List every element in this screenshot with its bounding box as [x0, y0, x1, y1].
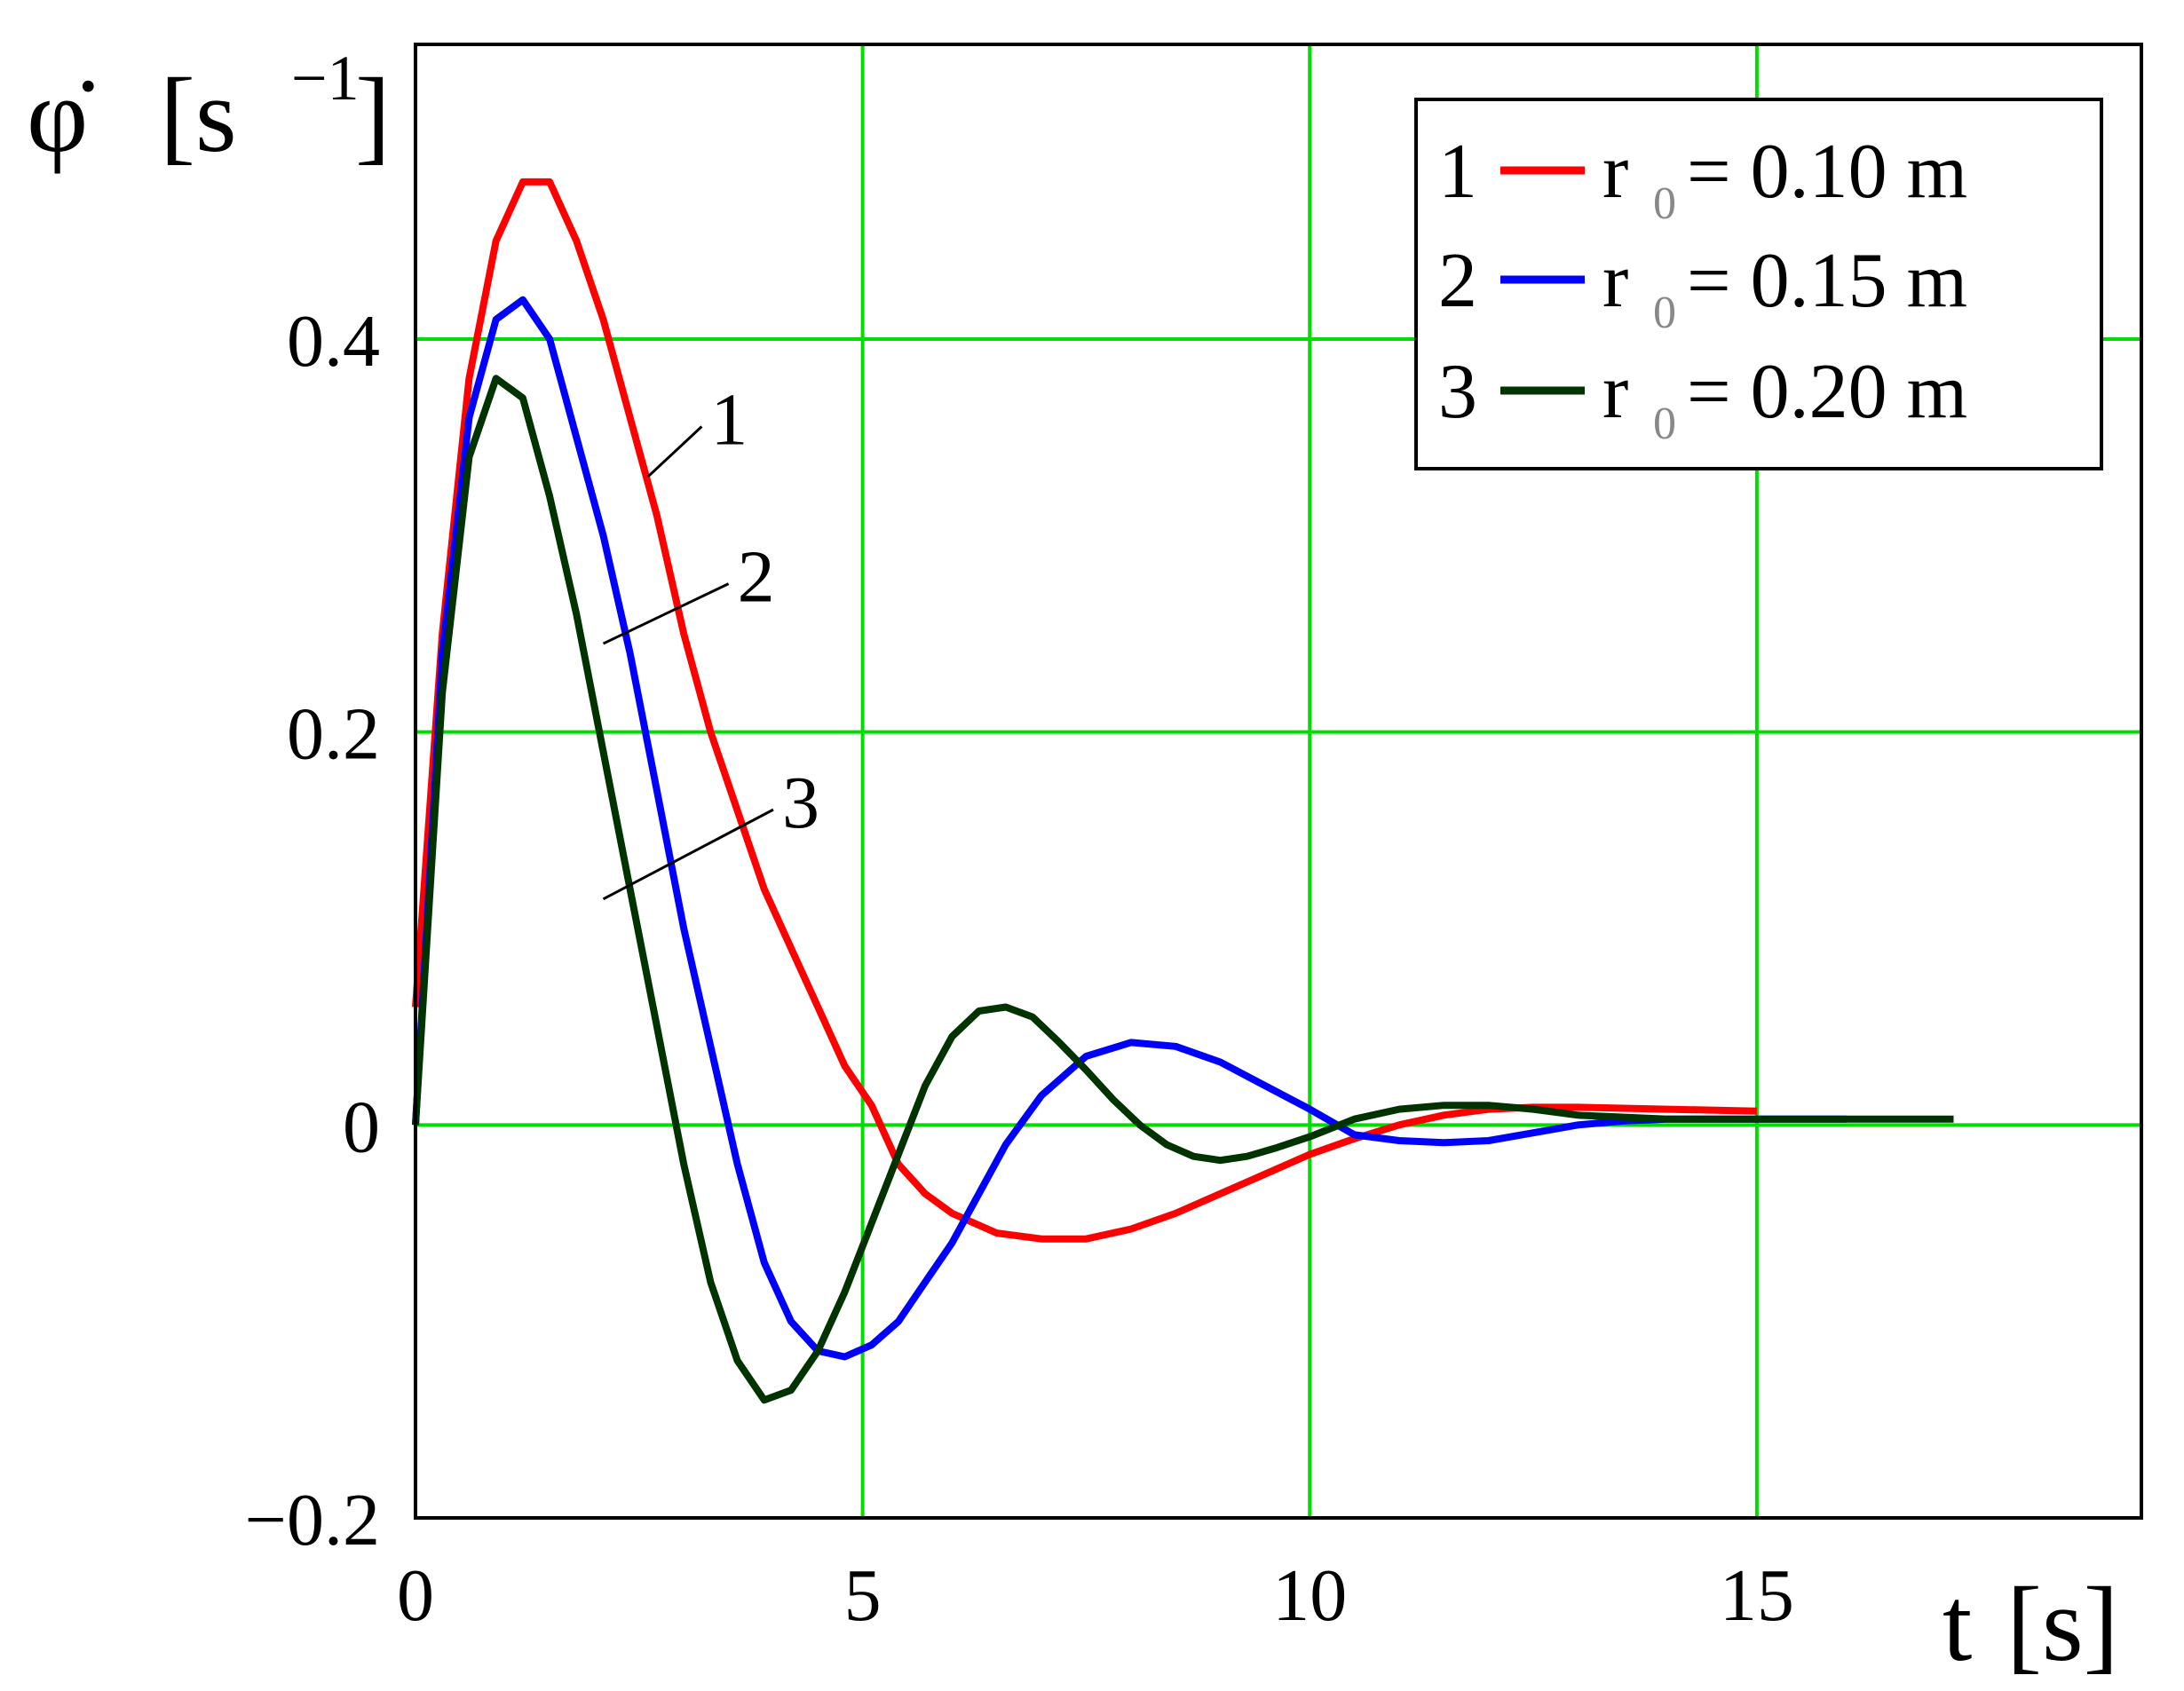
legend-entry-1: 1 r 0 = 0.10 m [1438, 129, 1967, 229]
y-tick-label: 0.2 [287, 693, 380, 776]
legend-value: = 0.20 m [1687, 349, 1967, 435]
y-axis-label: φ̇ [s −1 ] [27, 43, 391, 174]
annotation-label-2: 2 [738, 536, 775, 619]
annotation-leader-2 [602, 582, 730, 645]
y-tick-label: 0.4 [287, 300, 380, 383]
legend-sub: 0 [1653, 178, 1676, 229]
x-axis-label: t [s] [1943, 1565, 2119, 1683]
legend-index: 3 [1438, 349, 1477, 435]
legend-entry-2: 2 r 0 = 0.15 m [1438, 238, 1967, 338]
plot-frame [414, 43, 2143, 1520]
legend-sub: 0 [1653, 399, 1676, 449]
y-tick-label: −0.2 [245, 1479, 380, 1561]
legend-entry-3: 3 r 0 = 0.20 m [1438, 349, 1967, 449]
legend-sub: 0 [1653, 288, 1676, 338]
annotation-leader-1 [646, 425, 703, 478]
x-axis-unit: [s] [2006, 1565, 2119, 1683]
annotation-leader-3 [602, 808, 774, 901]
y-axis-symbol: φ̇ [27, 56, 94, 174]
x-tick-label: 5 [844, 1554, 882, 1637]
y-axis-unit-close: ] [355, 56, 391, 174]
x-axis-symbol: t [1943, 1565, 1972, 1683]
x-tick-label: 0 [397, 1554, 434, 1637]
y-tick-label: 0 [343, 1086, 380, 1168]
legend-var: r [1602, 129, 1628, 215]
series-layer [412, 178, 1954, 1404]
legend-box [1414, 98, 2103, 470]
x-tick-label: 10 [1272, 1554, 1347, 1637]
series-line-3 [412, 375, 1954, 1404]
legend: 1 r 0 = 0.10 m 2 r 0 = 0.15 m 3 r 0 = 0.… [1414, 98, 2103, 470]
legend-value: = 0.10 m [1687, 129, 1967, 215]
annotation-label-3: 3 [782, 762, 819, 844]
tick-labels: 0 5 10 15−0.200.20.4 [245, 300, 1794, 1637]
series-line-1 [412, 178, 1757, 1243]
y-axis-unit-exp: −1 [291, 43, 360, 114]
legend-index: 1 [1438, 129, 1477, 215]
legend-var: r [1602, 349, 1628, 435]
legend-index: 2 [1438, 238, 1477, 324]
y-axis-unit-open: [s [160, 56, 237, 174]
curve-annotations: 1 2 3 [602, 379, 819, 901]
legend-value: = 0.15 m [1687, 238, 1967, 324]
x-tick-label: 15 [1720, 1554, 1794, 1637]
legend-var: r [1602, 238, 1628, 324]
series-line-2 [412, 296, 1847, 1361]
annotation-label-1: 1 [710, 379, 748, 462]
